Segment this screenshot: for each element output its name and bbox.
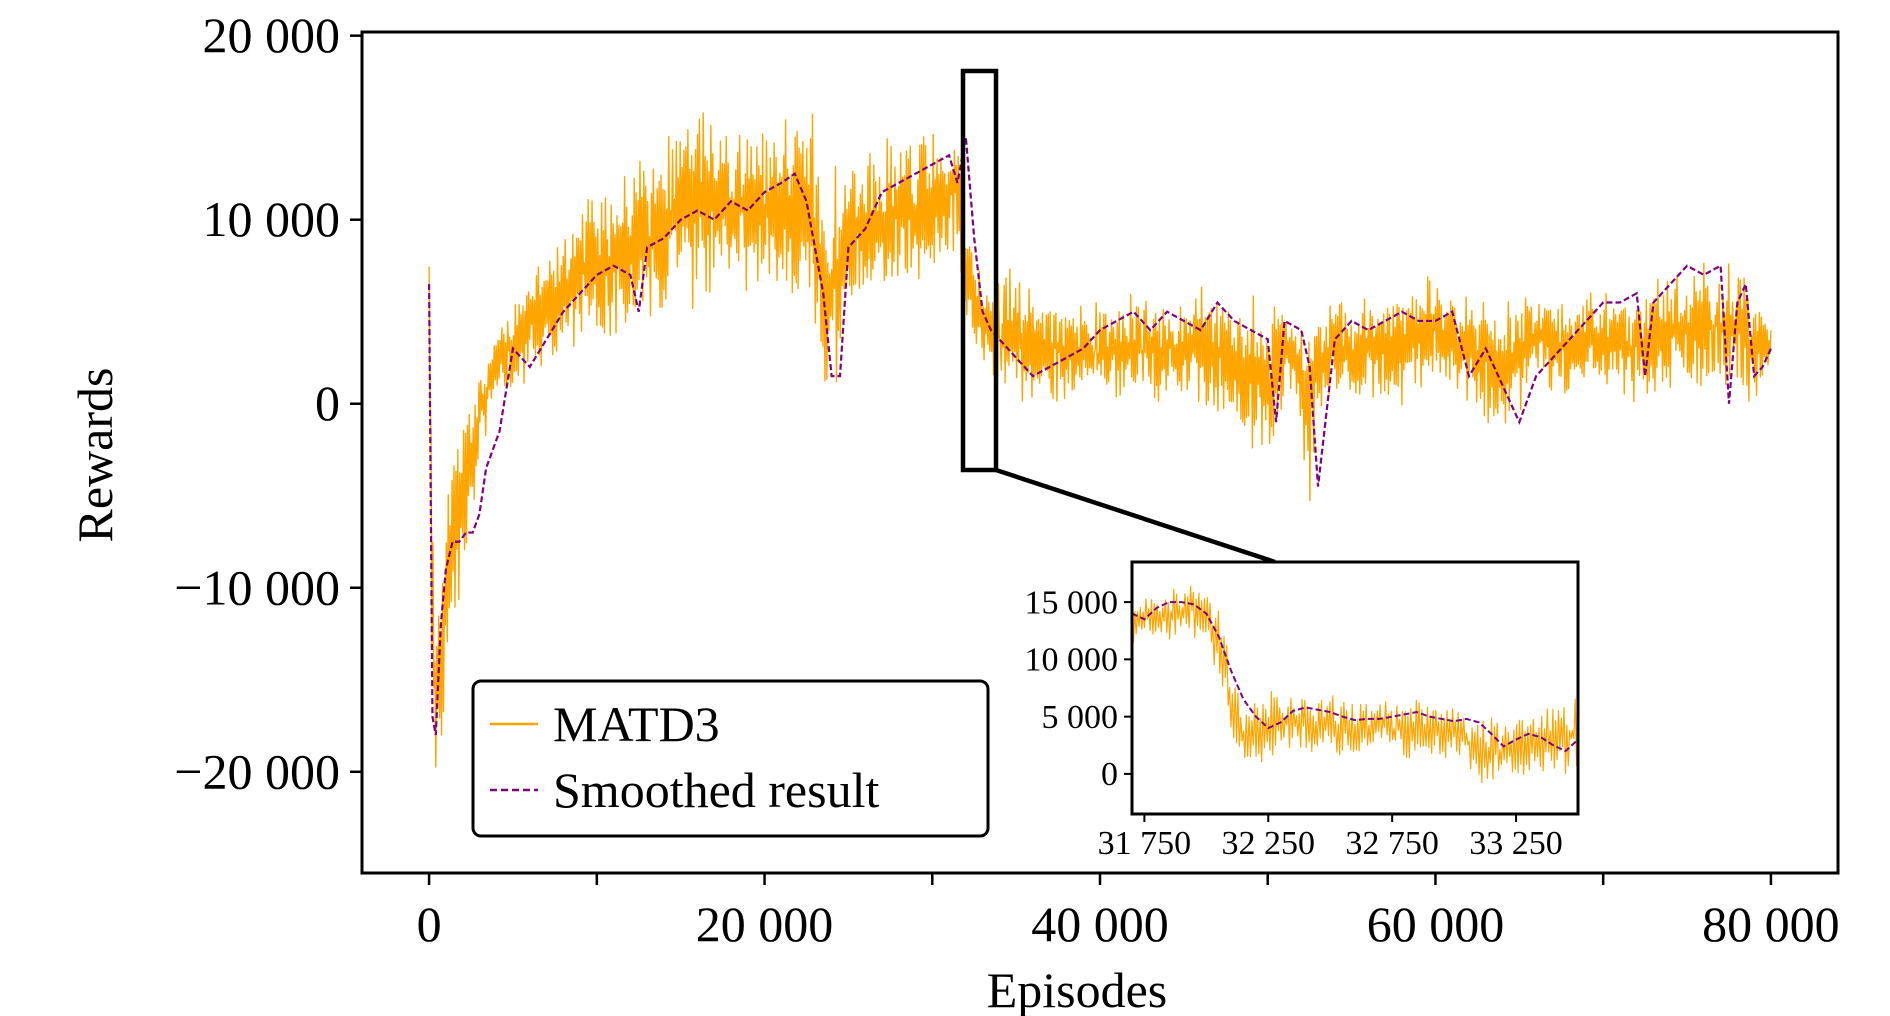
x-tick-label: 33 250 [1469, 825, 1563, 862]
x-axis-label: Episodes [987, 962, 1168, 1016]
x-tick-label: 31 750 [1098, 825, 1192, 862]
x-tick-label: 32 750 [1345, 825, 1439, 862]
y-tick-label: −20 000 [174, 743, 340, 799]
y-axis-label: Rewards [67, 368, 123, 543]
x-tick-label: 20 000 [696, 896, 834, 952]
series-line-matd3 [428, 112, 1772, 768]
y-tick-label: 15 000 [1025, 584, 1119, 621]
y-tick-label: 10 000 [1025, 642, 1119, 679]
zoom-region-box [960, 68, 999, 473]
inset-plot-frame [1130, 560, 1580, 816]
main-plot-area [427, 112, 1772, 768]
main-axis-ticks: 0 20 000 40 000 60 000 80 000 −20 000 −10 000 0… [174, 7, 1839, 952]
legend-label-smoothed: Smoothed result [553, 762, 879, 818]
x-tick-label: 40 000 [1031, 896, 1169, 952]
legend-box [471, 679, 990, 838]
y-tick-label: 0 [315, 375, 340, 431]
zoom-connector-line [995, 467, 1276, 565]
legend: MATD3 Smoothed result [471, 679, 990, 838]
inset-axis-ticks: 31 750 32 250 32 750 33 250 0 5 000 10 000 15 0… [1025, 584, 1563, 862]
y-tick-label: 0 [1101, 756, 1118, 793]
inset-plot-area [1132, 585, 1578, 784]
x-tick-label: 80 000 [1702, 896, 1840, 952]
series-line-smoothed-result [427, 136, 1772, 736]
series-line-smoothed-result [1132, 601, 1578, 753]
x-tick-label: 32 250 [1222, 825, 1316, 862]
y-tick-label: −10 000 [174, 559, 340, 615]
series-line-matd3 [1132, 585, 1578, 784]
y-tick-label: 5 000 [1042, 699, 1119, 736]
y-tick-label: 10 000 [203, 191, 341, 247]
inset-background [1132, 562, 1578, 814]
y-tick-label: 20 000 [203, 7, 341, 63]
x-tick-label: 60 000 [1367, 896, 1505, 952]
legend-label-matd3: MATD3 [553, 696, 720, 752]
x-tick-label: 0 [417, 896, 442, 952]
